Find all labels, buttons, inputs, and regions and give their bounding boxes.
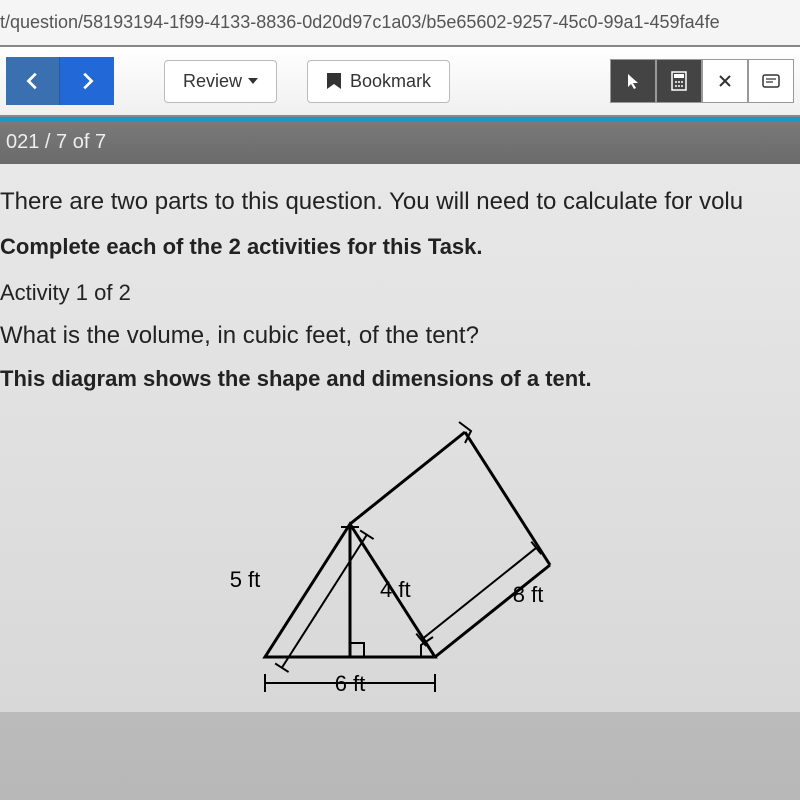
review-button[interactable]: Review bbox=[164, 60, 277, 103]
question-content: There are two parts to this question. Yo… bbox=[0, 164, 800, 712]
nav-back-button[interactable] bbox=[6, 57, 60, 105]
review-label: Review bbox=[183, 71, 242, 92]
note-tool-button[interactable] bbox=[748, 59, 794, 103]
pointer-icon bbox=[625, 72, 641, 90]
close-icon bbox=[717, 73, 733, 89]
svg-text:4 ft: 4 ft bbox=[380, 577, 411, 602]
svg-text:5 ft: 5 ft bbox=[230, 567, 261, 592]
pointer-tool-button[interactable] bbox=[610, 59, 656, 103]
tent-diagram: 5 ft 4 ft 6 ft 8 ft bbox=[185, 412, 615, 712]
svg-text:6 ft: 6 ft bbox=[335, 671, 366, 696]
question-text: What is the volume, in cubic feet, of th… bbox=[0, 320, 800, 364]
right-tools bbox=[610, 59, 794, 103]
nav-forward-button[interactable] bbox=[60, 57, 114, 105]
arrow-left-icon bbox=[22, 70, 44, 92]
calculator-icon bbox=[670, 71, 688, 91]
activity-heading: Activity 1 of 2 bbox=[0, 278, 800, 320]
bookmark-label: Bookmark bbox=[350, 71, 431, 92]
screenshot-root: t/question/58193194-1f99-4133-8836-0d20d… bbox=[0, 0, 800, 800]
intro-text: There are two parts to this question. Yo… bbox=[0, 182, 800, 230]
note-icon bbox=[761, 73, 781, 89]
url-bar: t/question/58193194-1f99-4133-8836-0d20d… bbox=[0, 0, 800, 47]
progress-text: 021 / 7 of 7 bbox=[6, 131, 106, 153]
progress-bar: 021 / 7 of 7 bbox=[0, 121, 800, 164]
close-tool-button[interactable] bbox=[702, 59, 748, 103]
diagram-container: 5 ft 4 ft 6 ft 8 ft bbox=[0, 402, 800, 712]
url-text: t/question/58193194-1f99-4133-8836-0d20d… bbox=[0, 12, 720, 32]
bookmark-button[interactable]: Bookmark bbox=[307, 60, 450, 103]
arrow-right-icon bbox=[76, 70, 98, 92]
svg-text:8 ft: 8 ft bbox=[513, 582, 544, 607]
calculator-tool-button[interactable] bbox=[656, 59, 702, 103]
diagram-caption: This diagram shows the shape and dimensi… bbox=[0, 364, 800, 402]
caret-down-icon bbox=[248, 78, 258, 84]
toolbar: Review Bookmark bbox=[0, 47, 800, 117]
bookmark-icon bbox=[326, 72, 342, 90]
instruction-text: Complete each of the 2 activities for th… bbox=[0, 230, 800, 278]
